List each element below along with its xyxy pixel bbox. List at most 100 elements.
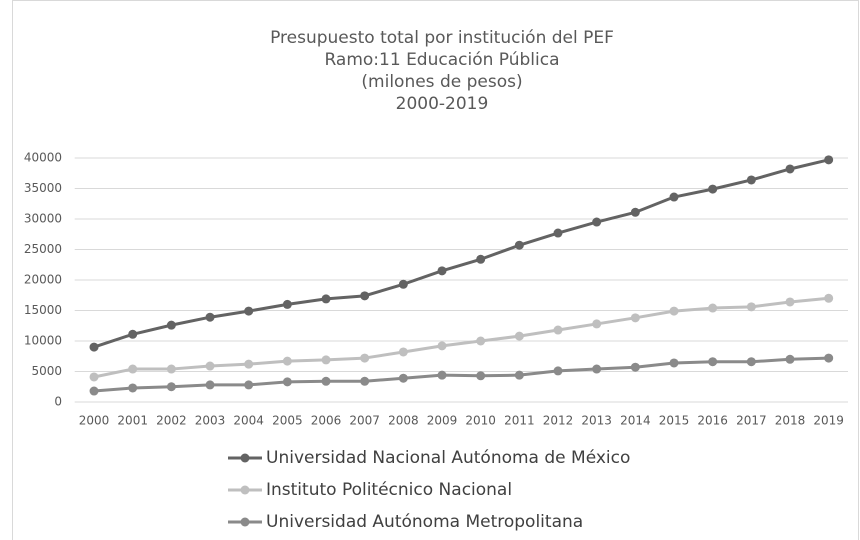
data-point <box>669 306 679 316</box>
data-point <box>514 331 524 341</box>
data-point <box>244 306 254 316</box>
data-point <box>592 364 602 374</box>
data-point <box>592 319 602 329</box>
data-point <box>746 175 756 185</box>
chart-title: Presupuesto total por institución del PE… <box>270 28 614 48</box>
legend-marker <box>240 517 250 527</box>
chart-title: (milones de pesos) <box>361 72 522 92</box>
data-point <box>824 293 834 303</box>
y-tick-label: 15000 <box>24 303 62 317</box>
x-tick-label: 2013 <box>581 414 612 428</box>
data-point <box>824 353 834 363</box>
x-tick-label: 2018 <box>775 414 806 428</box>
data-point <box>476 371 486 381</box>
data-point <box>514 240 524 250</box>
data-point <box>166 320 176 330</box>
data-point <box>321 355 331 365</box>
x-tick-label: 2002 <box>156 414 187 428</box>
data-point <box>592 217 602 227</box>
data-point <box>360 353 370 363</box>
data-point <box>669 358 679 368</box>
data-point <box>205 380 215 390</box>
y-tick-label: 20000 <box>24 273 62 287</box>
series-line <box>93 356 829 393</box>
y-tick-label: 40000 <box>24 151 62 165</box>
data-point <box>360 291 370 301</box>
chart-title: 2000-2019 <box>396 94 489 114</box>
data-point <box>437 370 447 380</box>
data-point <box>785 164 795 174</box>
data-point <box>630 207 640 217</box>
data-point <box>398 279 408 289</box>
data-point <box>746 357 756 367</box>
data-point <box>476 336 486 346</box>
x-tick-label: 2005 <box>272 414 303 428</box>
legend-label: Universidad Nacional Autónoma de México <box>266 448 630 468</box>
data-point <box>553 325 563 335</box>
data-point <box>785 297 795 307</box>
y-tick-label: 5000 <box>31 364 62 378</box>
x-tick-label: 2016 <box>697 414 728 428</box>
x-tick-label: 2006 <box>311 414 342 428</box>
data-point <box>746 302 756 312</box>
data-point <box>630 362 640 372</box>
y-tick-label: 0 <box>54 395 62 409</box>
data-point <box>708 357 718 367</box>
x-tick-label: 2008 <box>388 414 419 428</box>
legend-label: Instituto Politécnico Nacional <box>266 480 512 500</box>
data-point <box>630 313 640 323</box>
x-tick-label: 2001 <box>117 414 148 428</box>
data-point <box>205 361 215 371</box>
data-point <box>476 254 486 264</box>
chart-frame <box>12 0 859 540</box>
data-point <box>89 386 99 396</box>
data-point <box>360 376 370 386</box>
data-point <box>398 373 408 383</box>
legend-marker <box>240 453 250 463</box>
data-point <box>205 312 215 322</box>
data-point <box>282 299 292 309</box>
y-tick-label: 10000 <box>24 334 62 348</box>
x-tick-label: 2017 <box>736 414 767 428</box>
data-point <box>669 192 679 202</box>
x-tick-label: 2003 <box>195 414 226 428</box>
data-point <box>785 354 795 364</box>
series-line <box>93 296 829 379</box>
data-point <box>166 364 176 374</box>
x-tick-label: 2009 <box>427 414 458 428</box>
chart-title: Ramo:11 Educación Pública <box>324 50 559 70</box>
x-tick-label: 2012 <box>543 414 574 428</box>
data-point <box>514 370 524 380</box>
data-point <box>128 364 138 374</box>
data-point <box>166 382 176 392</box>
data-point <box>398 347 408 357</box>
data-point <box>89 372 99 382</box>
data-point <box>824 155 834 165</box>
data-point <box>128 329 138 339</box>
data-point <box>553 366 563 376</box>
x-tick-label: 2004 <box>233 414 264 428</box>
data-point <box>708 303 718 313</box>
data-point <box>282 377 292 387</box>
legend-marker <box>240 485 250 495</box>
data-point <box>89 342 99 352</box>
data-point <box>437 341 447 351</box>
data-point <box>321 294 331 304</box>
x-tick-label: 2011 <box>504 414 535 428</box>
y-tick-label: 30000 <box>24 212 62 226</box>
data-point <box>282 356 292 366</box>
legend-label: Universidad Autónoma Metropolitana <box>266 512 583 532</box>
data-point <box>553 228 563 238</box>
y-tick-label: 35000 <box>24 181 62 195</box>
x-tick-label: 2014 <box>620 414 651 428</box>
x-tick-label: 2019 <box>813 414 844 428</box>
data-point <box>244 359 254 369</box>
data-point <box>244 380 254 390</box>
x-tick-label: 2000 <box>79 414 110 428</box>
data-point <box>128 383 138 393</box>
x-tick-label: 2007 <box>349 414 380 428</box>
data-point <box>708 184 718 194</box>
data-point <box>321 376 331 386</box>
data-point <box>437 266 447 276</box>
